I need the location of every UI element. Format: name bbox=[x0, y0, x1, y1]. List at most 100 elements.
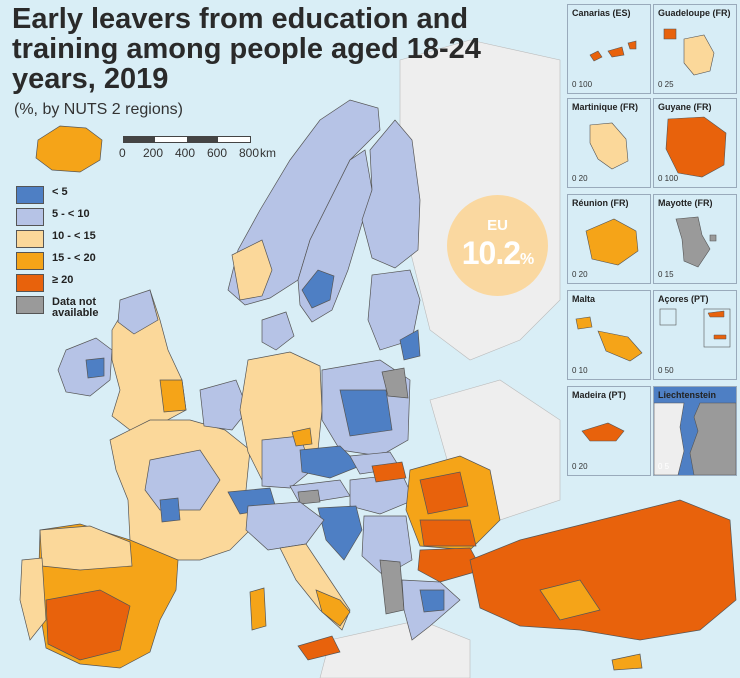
inset-title: Guyane (FR) bbox=[658, 102, 712, 112]
legend-label: < 5 bbox=[52, 186, 68, 198]
scale-label: 600 bbox=[207, 146, 228, 160]
region-czechia bbox=[299, 445, 361, 479]
region-lithuania bbox=[399, 329, 421, 361]
region-greece-blue bbox=[419, 589, 445, 613]
region-italy-north bbox=[245, 501, 325, 551]
legend-swatch bbox=[16, 274, 44, 292]
inset-title: Malta bbox=[572, 294, 596, 304]
inset-martinique: Martinique (FR) 0 20 bbox=[567, 98, 651, 188]
legend-label: 15 - < 20 bbox=[52, 252, 96, 264]
region-france-east bbox=[159, 497, 181, 523]
inset-map bbox=[589, 40, 637, 62]
region-ireland bbox=[57, 337, 113, 397]
region-germany-dot bbox=[291, 427, 313, 447]
region-sardinia bbox=[249, 587, 267, 631]
inset-canarias: Canarias (ES) 0 100 bbox=[567, 4, 651, 94]
map-title: Early leavers from education and trainin… bbox=[12, 3, 481, 95]
inset-map bbox=[665, 116, 727, 178]
map-subtitle: (%, by NUTS 2 regions) bbox=[14, 101, 183, 118]
legend-swatch bbox=[16, 186, 44, 204]
legend-swatch bbox=[16, 296, 44, 314]
region-spain-south bbox=[45, 589, 131, 661]
inset-title: Martinique (FR) bbox=[572, 102, 638, 112]
region-finland bbox=[361, 119, 421, 269]
inset-mayotte: Mayotte (FR) 0 15 bbox=[653, 194, 737, 284]
inset-title: Madeira (PT) bbox=[572, 390, 627, 400]
scale-label: 400 bbox=[175, 146, 196, 160]
region-spain-north bbox=[39, 525, 133, 571]
region-austria-na bbox=[297, 489, 321, 505]
inset-reunion: Réunion (FR) 0 20 bbox=[567, 194, 651, 284]
legend-label: 5 - < 10 bbox=[52, 208, 90, 220]
inset-scale: 0 20 bbox=[572, 174, 588, 183]
scale-label: 0 bbox=[119, 146, 126, 160]
eu-average-badge: EU 10.2% bbox=[447, 195, 548, 296]
inset-scale: 0 25 bbox=[658, 80, 674, 89]
region-uk-north bbox=[117, 289, 159, 335]
legend-swatch bbox=[16, 252, 44, 270]
inset-madeira: Madeira (PT) 0 20 bbox=[567, 386, 651, 476]
inset-malta: Malta 0 10 bbox=[567, 290, 651, 380]
region-denmark bbox=[261, 311, 295, 351]
eu-label: EU bbox=[487, 217, 508, 234]
inset-map bbox=[663, 28, 715, 76]
region-croatia bbox=[317, 505, 363, 561]
inset-map bbox=[654, 402, 736, 475]
region-iceland bbox=[35, 125, 103, 173]
region-turkey bbox=[469, 499, 737, 641]
scale-label: 800 bbox=[239, 146, 260, 160]
region-benelux bbox=[199, 379, 249, 431]
region-turkey-orange bbox=[539, 579, 601, 621]
region-hungary-orange bbox=[371, 461, 407, 483]
legend-label: ≥ 20 bbox=[52, 274, 74, 286]
region-france-center bbox=[144, 449, 221, 511]
inset-acores: Açores (PT) 0 50 bbox=[653, 290, 737, 380]
inset-guadeloupe: Guadeloupe (FR) 0 25 bbox=[653, 4, 737, 94]
region-poland-na bbox=[381, 367, 409, 399]
inset-title: Canarias (ES) bbox=[572, 8, 631, 18]
scale-label: 200 bbox=[143, 146, 164, 160]
region-romania-east bbox=[419, 471, 469, 515]
inset-map bbox=[581, 422, 625, 442]
region-romania-south bbox=[419, 519, 477, 547]
scale-bar: 0 200 400 600 800 km bbox=[115, 136, 285, 166]
region-ireland-center bbox=[85, 357, 105, 379]
region-portugal bbox=[19, 557, 47, 641]
inset-guyane: Guyane (FR) 0 100 bbox=[653, 98, 737, 188]
inset-map bbox=[675, 216, 717, 268]
inset-scale: 0 10 bbox=[572, 366, 588, 375]
region-uk-east bbox=[159, 379, 187, 413]
inset-scale: 0 5 bbox=[658, 462, 670, 471]
inset-scale: 0 20 bbox=[572, 270, 588, 279]
legend-swatch bbox=[16, 230, 44, 248]
inset-map bbox=[585, 218, 639, 266]
inset-scale: 0 100 bbox=[658, 174, 679, 183]
eu-value: 10.2% bbox=[447, 235, 548, 272]
region-poland-blue bbox=[339, 389, 393, 437]
region-cyprus bbox=[611, 653, 643, 671]
inset-title: Liechtenstein bbox=[658, 390, 717, 400]
inset-scale: 0 15 bbox=[658, 270, 674, 279]
inset-map bbox=[575, 316, 643, 362]
inset-title: Mayotte (FR) bbox=[658, 198, 713, 208]
inset-title: Açores (PT) bbox=[658, 294, 709, 304]
region-italy-south bbox=[315, 589, 351, 627]
scale-bar-graphic bbox=[123, 136, 251, 143]
inset-scale: 0 100 bbox=[572, 80, 593, 89]
eu-value-number: 10.2 bbox=[461, 235, 521, 271]
region-norway-south bbox=[231, 239, 273, 301]
inset-map bbox=[659, 308, 731, 348]
inset-title: Guadeloupe (FR) bbox=[658, 8, 731, 18]
region-montenegro-na bbox=[379, 559, 405, 615]
inset-map bbox=[589, 122, 629, 170]
region-sicily bbox=[297, 635, 341, 661]
eu-value-unit: % bbox=[520, 251, 534, 268]
inset-title: Réunion (FR) bbox=[572, 198, 629, 208]
region-sweden-stockholm bbox=[301, 269, 335, 309]
legend-swatch bbox=[16, 208, 44, 226]
scale-unit: km bbox=[260, 146, 276, 160]
inset-scale: 0 50 bbox=[658, 366, 674, 375]
legend-label: Data not available bbox=[52, 296, 99, 319]
